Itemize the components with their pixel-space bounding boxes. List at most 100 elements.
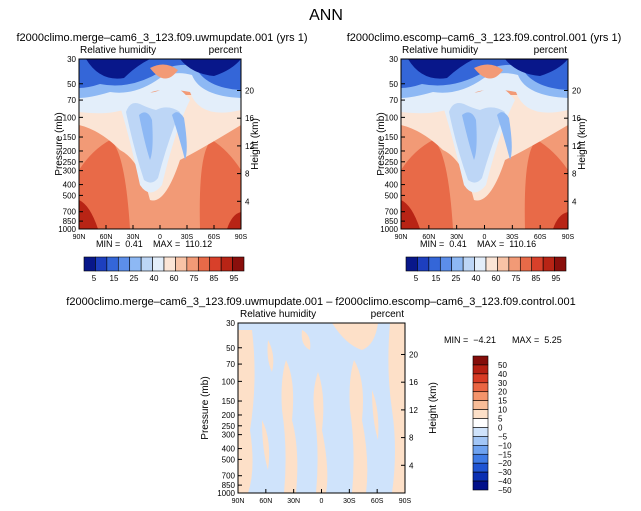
colorbar-swatch [497,256,510,272]
y-tick-label: 50 [67,80,76,89]
units-label: percent [534,45,568,56]
colorbar-label: 5 [92,274,97,283]
y-axis-label: Pressure (mb) [200,376,211,439]
colorbar-label: −20 [498,459,512,468]
x-tick-label: 0 [320,498,324,505]
colorbar-label: 75 [190,274,199,283]
y2-tick-label: 16 [245,114,254,123]
colorbar-swatch [472,453,489,464]
max-label: MAX = 110.16 [477,239,536,249]
x-tick-label: 30S [343,498,356,505]
colorbar-swatch [152,256,165,272]
x-tick-label: 90S [399,498,412,505]
colorbar-swatch [554,256,567,272]
y-tick-label: 500 [222,455,236,464]
y-tick-label: 30 [226,319,235,328]
colorbar-label: 15 [432,274,441,283]
units-label: percent [209,45,243,56]
y2-tick-label: 4 [409,461,414,470]
y-tick-label: 300 [222,431,236,440]
panel-uwmupdate: f2000climo.merge–cam6_3_123.f09.uwmupdat… [16,32,307,283]
x-tick-label: 90N [73,234,86,241]
y-tick-label: 50 [389,80,398,89]
colorbar-swatch [531,256,544,272]
heatmap-field [401,59,568,229]
x-tick-label: 60S [534,234,547,241]
y-tick-label: 1000 [217,489,235,498]
colorbar-label: 20 [498,388,507,397]
colorbar-swatch [451,256,464,272]
x-tick-label: 90N [395,234,408,241]
colorbar-swatch [472,436,489,446]
field-label: Relative humidity [240,309,316,320]
y-tick-label: 70 [226,360,235,369]
y-tick-label: 100 [63,113,77,122]
axis-ticks: 305070100150200250300400500700850100090N… [217,319,418,505]
y-tick-label: 200 [63,147,77,156]
colorbar-swatch [472,373,489,384]
colorbar-label: 5 [498,415,503,424]
y-tick-label: 400 [385,181,399,190]
x-tick-label: 90N [232,498,245,505]
colorbar-label: 95 [552,274,561,283]
y-tick-label: 700 [385,208,399,217]
colorbar-label: 40 [150,274,159,283]
colorbar-label: 50 [498,361,507,370]
min-label: MIN = −4.21 [444,335,496,345]
y-tick-label: 250 [385,158,399,167]
colorbar: 5 15 25 40 60 75 85 95 [405,256,567,283]
y-tick-label: 850 [385,217,399,226]
y2-tick-label: 12 [572,142,581,151]
x-tick-label: 30N [287,498,300,505]
colorbar-swatch [472,391,489,401]
colorbar-swatch [220,256,233,272]
colorbar-swatch [542,256,555,272]
x-tick-label: 60S [208,234,221,241]
colorbar-swatch [417,256,430,272]
y-tick-label: 850 [222,481,236,490]
colorbar-label: 25 [452,274,461,283]
panel-title: f2000climo.merge–cam6_3_123.f09.uwmupdat… [16,32,307,44]
axis-ticks: 305070100150200250300400500700850100090N… [380,55,581,241]
panel-difference: f2000climo.merge–cam6_3_123.f09.uwmupdat… [66,296,575,505]
colorbar-swatch [106,256,119,272]
colorbar-label: 85 [532,274,541,283]
axis-ticks: 305070100150200250300400500700850100090N… [58,55,254,241]
colorbar-label: −50 [498,486,512,495]
colorbar-label: 40 [498,370,507,379]
field-label: Relative humidity [80,45,156,56]
y-tick-label: 700 [63,208,77,217]
colorbar-swatch [232,256,245,272]
y-tick-label: 1000 [58,225,76,234]
colorbar-label: 95 [230,274,239,283]
colorbar-swatch [472,409,489,419]
colorbar-label: 5 [414,274,419,283]
y-tick-label: 30 [389,55,398,64]
colorbar-label: 15 [498,397,507,406]
colorbar-swatch [140,256,153,272]
colorbar-swatch [163,256,176,272]
colorbar-swatch [485,256,498,272]
y2-tick-label: 4 [572,197,577,206]
x-tick-label: 30S [181,234,194,241]
panel-title: f2000climo.merge–cam6_3_123.f09.uwmupdat… [66,296,575,308]
colorbar-label: 85 [210,274,219,283]
colorbar-label: 60 [492,274,501,283]
y-tick-label: 250 [63,158,77,167]
colorbar-swatch [117,256,131,272]
y-tick-label: 700 [222,472,236,481]
colorbar-swatch [472,355,489,366]
y2-tick-label: 20 [245,86,254,95]
colorbar-label: −5 [498,432,508,441]
y-tick-label: 100 [385,113,399,122]
y-tick-label: 200 [385,147,399,156]
colorbar-label: −40 [498,477,512,486]
y-tick-label: 500 [63,191,77,200]
colorbar-swatch [175,256,188,272]
colorbar-swatch [405,256,418,272]
y-tick-label: 50 [226,344,235,353]
colorbar-swatch [472,364,489,375]
x-tick-label: 60N [422,234,435,241]
colorbar-label: −30 [498,468,512,477]
colorbar-label: 30 [498,379,507,388]
